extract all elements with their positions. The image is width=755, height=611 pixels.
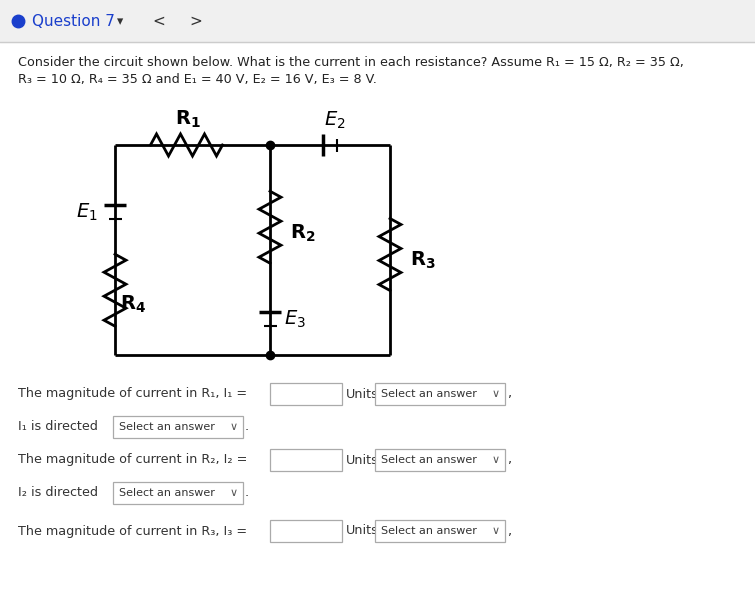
Text: $\mathbf{R_2}$: $\mathbf{R_2}$ xyxy=(290,222,316,244)
Text: I₂ is directed: I₂ is directed xyxy=(18,486,98,500)
Text: Units: Units xyxy=(346,387,379,400)
Bar xyxy=(375,449,505,471)
Text: Units: Units xyxy=(346,453,379,467)
Text: $\mathit{E_1}$: $\mathit{E_1}$ xyxy=(76,202,98,223)
Text: .: . xyxy=(245,420,249,433)
FancyBboxPatch shape xyxy=(3,2,135,39)
Bar xyxy=(0,0,755,42)
Text: $\mathbf{R_1}$: $\mathbf{R_1}$ xyxy=(174,108,200,130)
Text: I₁ is directed: I₁ is directed xyxy=(18,420,98,433)
Text: The magnitude of current in R₃, I₃ =: The magnitude of current in R₃, I₃ = xyxy=(18,524,247,538)
Text: ∨: ∨ xyxy=(230,488,238,498)
Text: ,: , xyxy=(507,387,511,400)
Text: $\mathit{E_3}$: $\mathit{E_3}$ xyxy=(284,309,306,330)
Bar xyxy=(113,416,243,438)
Text: >: > xyxy=(190,13,202,29)
Text: <: < xyxy=(153,13,165,29)
Bar xyxy=(375,383,505,405)
Text: ,: , xyxy=(507,524,511,538)
Text: .: . xyxy=(245,486,249,500)
Text: $\mathbf{R_3}$: $\mathbf{R_3}$ xyxy=(410,250,436,271)
FancyBboxPatch shape xyxy=(141,2,177,39)
Bar xyxy=(270,520,342,542)
Text: The magnitude of current in R₂, I₂ =: The magnitude of current in R₂, I₂ = xyxy=(18,453,248,467)
Text: $\mathit{E_2}$: $\mathit{E_2}$ xyxy=(324,109,346,131)
Text: Select an answer: Select an answer xyxy=(381,389,477,399)
Text: Select an answer: Select an answer xyxy=(119,488,215,498)
Text: ▾: ▾ xyxy=(117,15,123,29)
Text: ∨: ∨ xyxy=(492,526,500,536)
Text: R₃ = 10 Ω, R₄ = 35 Ω and E₁ = 40 V, E₂ = 16 V, E₃ = 8 V.: R₃ = 10 Ω, R₄ = 35 Ω and E₁ = 40 V, E₂ =… xyxy=(18,73,377,86)
Text: ∨: ∨ xyxy=(230,422,238,432)
Bar xyxy=(270,449,342,471)
Bar xyxy=(113,482,243,504)
Bar xyxy=(375,520,505,542)
Text: Units: Units xyxy=(346,524,379,538)
FancyBboxPatch shape xyxy=(178,2,214,39)
Text: Select an answer: Select an answer xyxy=(381,526,477,536)
Text: $\mathbf{R_4}$: $\mathbf{R_4}$ xyxy=(120,293,146,315)
Bar xyxy=(270,383,342,405)
Text: Select an answer: Select an answer xyxy=(381,455,477,465)
Text: Select an answer: Select an answer xyxy=(119,422,215,432)
Text: ∨: ∨ xyxy=(492,389,500,399)
Text: ,: , xyxy=(507,453,511,467)
Text: ∨: ∨ xyxy=(492,455,500,465)
Text: Consider the circuit shown below. What is the current in each resistance? Assume: Consider the circuit shown below. What i… xyxy=(18,56,684,69)
Text: The magnitude of current in R₁, I₁ =: The magnitude of current in R₁, I₁ = xyxy=(18,387,247,400)
Text: Question 7: Question 7 xyxy=(32,13,115,29)
